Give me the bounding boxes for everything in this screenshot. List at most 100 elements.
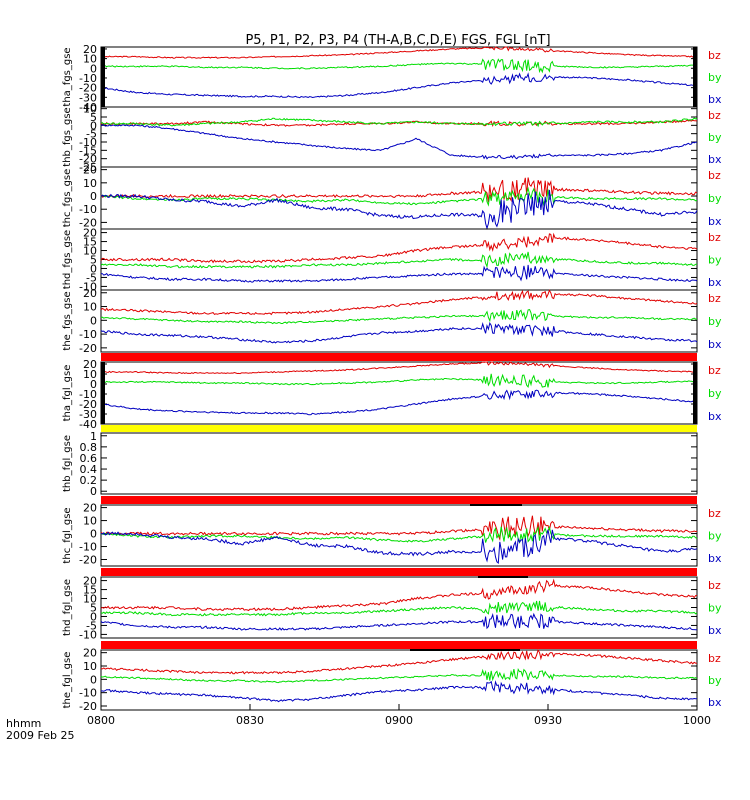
trace-bx <box>100 124 697 160</box>
panel-thb_fgl_gse: 10.80.60.40.20 thb_fgl_gse <box>62 430 698 498</box>
time-axis: 0800 0830 0900 0930 1000 <box>87 704 711 727</box>
ytick-label: 0 <box>90 485 97 498</box>
ytick-label: 20 <box>83 43 97 56</box>
ytick-label: 0 <box>90 610 97 623</box>
legend-bx: bx <box>708 215 722 228</box>
ytick-label: 10 <box>83 301 97 314</box>
ylabel: the_fgl_gse <box>62 652 73 709</box>
separator-bar <box>101 425 697 432</box>
ylabel: thd_fgs_gse <box>62 230 73 289</box>
trace-bz <box>100 648 698 675</box>
trace-bx <box>100 680 698 703</box>
time-axis-label: hhmm <box>6 717 41 730</box>
trace-by <box>100 309 697 325</box>
legend-by: by <box>708 387 722 400</box>
ytick-label: -20 <box>79 153 97 166</box>
trace-by <box>100 58 698 74</box>
separator-bar <box>101 641 697 649</box>
ytick-label: 5 <box>90 602 97 615</box>
ytick-label: 0.6 <box>80 452 98 465</box>
ylabel: tha_fgs_gse <box>62 47 73 106</box>
ytick-label: 20 <box>83 575 97 588</box>
trace-bz <box>100 46 698 59</box>
ytick-label: 10 <box>83 103 97 116</box>
legend-bx: bx <box>708 276 722 289</box>
xtick-label: 0930 <box>534 714 562 727</box>
ylabel: thc_fgs_gse <box>62 169 73 228</box>
legend-by: by <box>708 315 722 328</box>
ytick-label: 20 <box>83 227 97 240</box>
trace-by <box>100 667 698 684</box>
ytick-label: -5 <box>86 619 97 632</box>
trace-by <box>100 525 698 544</box>
ytick-label: -10 <box>79 72 97 85</box>
legend-bx: bx <box>708 153 722 166</box>
ytick-label: -20 <box>79 82 97 95</box>
ytick-label: 10 <box>83 177 97 190</box>
legend-bz: bz <box>708 109 721 122</box>
ytick-label: 20 <box>83 164 97 177</box>
legend-bx: bx <box>708 410 722 423</box>
ytick-label: 1 <box>90 430 97 443</box>
trace-bx <box>100 189 698 230</box>
panel-frame <box>100 361 698 425</box>
trace-by <box>100 251 698 269</box>
ytick-label: -20 <box>79 554 97 567</box>
trace-bz <box>100 177 698 203</box>
ytick-label: 10 <box>83 368 97 381</box>
panel-frame <box>100 106 698 168</box>
panel-frame <box>100 228 698 291</box>
ytick-label: -20 <box>79 398 97 411</box>
trace-bx <box>100 529 698 565</box>
trace-by <box>100 117 698 128</box>
ytick-label: -10 <box>79 388 97 401</box>
panel-frame <box>100 432 698 495</box>
ytick-label: -20 <box>79 216 97 229</box>
trace-bx <box>100 389 698 416</box>
xtick-label: 0830 <box>236 714 264 727</box>
ytick-label: 0 <box>90 262 97 275</box>
ytick-label: -25 <box>79 161 97 174</box>
ytick-label: 5 <box>90 254 97 267</box>
legend-bx: bx <box>708 93 722 106</box>
ytick-label: 20 <box>83 647 97 660</box>
date-label: 2009 Feb 25 <box>6 729 74 742</box>
legend-bx: bx <box>708 552 722 565</box>
ytick-label: 0 <box>90 62 97 75</box>
panel-frame <box>100 576 698 639</box>
ytick-label: -40 <box>79 101 97 114</box>
ytick-label: 10 <box>83 53 97 66</box>
ytick-label: 0 <box>90 673 97 686</box>
ytick-label: 0 <box>90 528 97 541</box>
legend-bz: bz <box>708 49 721 62</box>
ytick-label: -5 <box>86 128 97 141</box>
ytick-label: 0.8 <box>80 441 98 454</box>
legend-by: by <box>708 530 722 543</box>
separator-bar <box>101 353 697 361</box>
trace-bx <box>100 264 698 283</box>
ytick-label: 0.2 <box>80 474 98 487</box>
trace-by <box>100 373 698 389</box>
plot-title: P5, P1, P2, P3, P4 (TH-A,B,C,D,E) FGS, F… <box>245 33 550 48</box>
ytick-label: 15 <box>83 236 97 249</box>
ytick-label: 10 <box>83 660 97 673</box>
legend-bz: bz <box>708 169 721 182</box>
ytick-label: 10 <box>83 515 97 528</box>
ytick-label: 0 <box>90 190 97 203</box>
panel-frame <box>100 46 698 108</box>
legend-bx: bx <box>708 696 722 709</box>
panel-frame <box>100 649 698 711</box>
legend-bz: bz <box>708 579 721 592</box>
edge-block <box>101 362 105 424</box>
trace-by <box>100 600 698 617</box>
ytick-label: 0 <box>90 314 97 327</box>
xtick-label: 1000 <box>683 714 711 727</box>
ylabel: the_fgs_gse <box>62 291 73 350</box>
edge-block <box>693 362 697 424</box>
legend-bz: bz <box>708 292 721 305</box>
